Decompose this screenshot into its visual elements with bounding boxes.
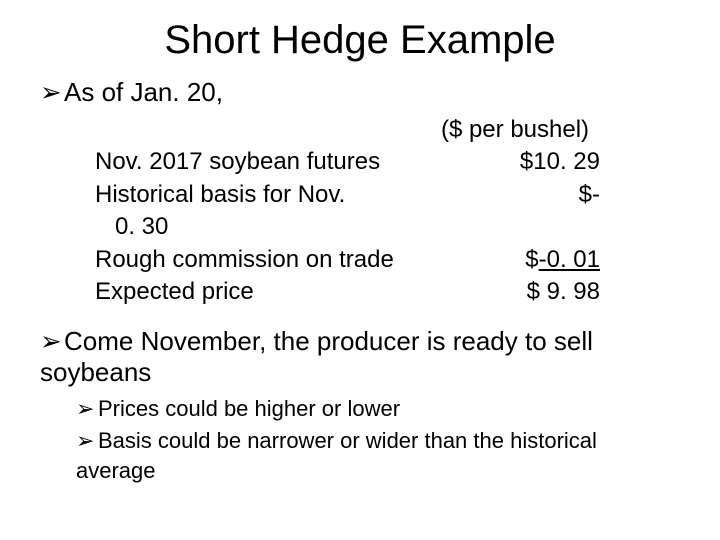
row-label: Historical basis for Nov. bbox=[95, 179, 430, 211]
row-value: $-0. 01 bbox=[430, 244, 600, 276]
bullet-level1: Come November, the producer is ready to … bbox=[40, 326, 680, 388]
triangle-bullet-icon bbox=[40, 77, 64, 108]
bullet-level2: Prices could be higher or lower bbox=[76, 394, 680, 424]
table-row: Rough commission on trade $-0. 01 bbox=[95, 244, 680, 276]
table-header: ($ per bushel) bbox=[430, 114, 600, 146]
value-prefix: $ bbox=[525, 246, 538, 273]
row-label: Rough commission on trade bbox=[95, 244, 430, 276]
row-value: $- bbox=[430, 179, 600, 211]
value-underlined: -0. 01 bbox=[539, 246, 600, 273]
bullet-level2: Basis could be narrower or wider than th… bbox=[76, 426, 680, 485]
row-label: Expected price bbox=[95, 276, 430, 308]
row-value: $ 9. 98 bbox=[430, 276, 600, 308]
slide-content: Short Hedge Example As of Jan. 20, ($ pe… bbox=[0, 0, 720, 485]
empty-cell bbox=[95, 114, 430, 146]
triangle-bullet-icon bbox=[40, 326, 64, 357]
bullet-text: Basis could be narrower or wider than th… bbox=[76, 428, 597, 483]
triangle-bullet-icon bbox=[76, 426, 98, 456]
price-table: ($ per bushel) Nov. 2017 soybean futures… bbox=[95, 114, 680, 308]
bullet-text: As of Jan. 20, bbox=[64, 77, 223, 107]
table-row: Nov. 2017 soybean futures $10. 29 bbox=[95, 146, 680, 178]
slide-title: Short Hedge Example bbox=[40, 18, 680, 63]
row-value: $10. 29 bbox=[430, 146, 600, 178]
table-row: Expected price $ 9. 98 bbox=[95, 276, 680, 308]
row-label-sub: 0. 30 bbox=[95, 211, 450, 243]
empty-cell bbox=[450, 211, 620, 243]
row-label: Nov. 2017 soybean futures bbox=[95, 146, 430, 178]
bullet-text: Come November, the producer is ready to … bbox=[40, 326, 593, 387]
bullet-text: Prices could be higher or lower bbox=[98, 396, 400, 421]
table-header-row: ($ per bushel) bbox=[95, 114, 680, 146]
table-row: Historical basis for Nov. $- bbox=[95, 179, 680, 211]
bullet-level1: As of Jan. 20, bbox=[40, 77, 680, 108]
table-row-continuation: 0. 30 bbox=[95, 211, 680, 243]
triangle-bullet-icon bbox=[76, 394, 98, 424]
